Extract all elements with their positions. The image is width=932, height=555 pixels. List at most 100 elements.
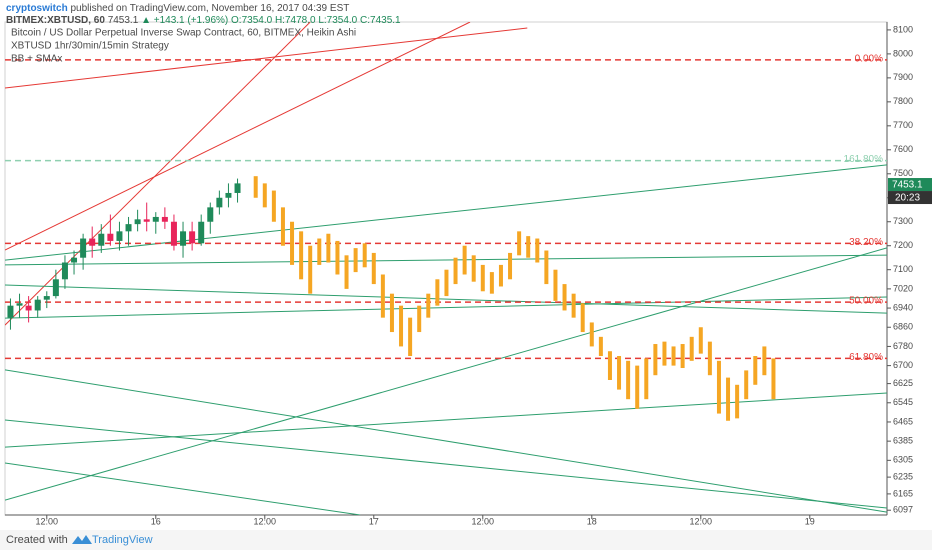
ha-bar [553,269,558,301]
ha-bar [526,236,531,258]
header-line: cryptoswitch published on TradingView.co… [6,3,349,14]
candle-body [16,303,23,306]
ha-bar [562,284,567,311]
x-tick-label: 12:00 [36,516,59,526]
ha-bar [344,255,349,289]
trend-line [5,419,887,509]
ha-bar [353,248,358,273]
candle-body [234,183,241,193]
candle-body [143,219,150,222]
ha-bar [771,358,776,400]
ha-bar [517,231,522,256]
fib-label: 161.80% [844,154,884,165]
y-tick-label: 6780 [893,341,913,351]
ha-bar [262,183,267,208]
y-tick-label: 7200 [893,240,913,250]
ha-bar [635,365,640,409]
fib-label: 0.00% [855,54,883,65]
symbol-line: BITMEX:XBTUSD, 60 7453.1 ▲ +143.1 (+1.96… [6,15,401,26]
ha-bar [698,327,703,354]
y-tick-label: 7100 [893,264,913,274]
candle-body [25,305,32,311]
candle-body [89,238,96,246]
ha-bar [462,245,467,275]
y-tick-label: 6097 [893,505,913,515]
ha-bar [671,346,676,366]
candle-body [71,257,78,263]
candle-body [61,262,68,280]
change: ▲ +143.1 (+1.96%) [141,15,228,26]
y-tick-label: 6700 [893,360,913,370]
candle-body [198,221,205,244]
legend-title: Bitcoin / US Dollar Perpetual Inverse Sw… [11,28,356,39]
ha-bar [653,344,658,376]
ha-bar [417,305,422,333]
last-price-box [888,178,932,192]
ha-bar [444,269,449,297]
brand-logo [72,535,92,544]
ha-bar [426,293,431,318]
ha-bar [280,207,285,246]
ha-bar [508,252,513,280]
ha-bar [480,264,485,292]
trend-line [5,369,887,513]
y-tick-label: 6625 [893,378,913,388]
ha-bar [753,356,758,385]
last-price-label: 7453.1 [892,180,923,191]
ha-bar [489,272,494,294]
candle-body [161,216,168,222]
ha-bar [762,346,767,376]
fib-label: 61.80% [849,352,883,363]
ha-bar [371,252,376,285]
candle-body [7,305,14,318]
y-tick-label: 7020 [893,283,913,293]
x-tick-label: 12:00 [254,516,277,526]
y-tick-label: 6940 [893,302,913,312]
y-tick-label: 7300 [893,216,913,226]
ha-bar [253,176,258,198]
y-tick-label: 7900 [893,72,913,82]
last: 7453.1 [108,15,139,26]
author: cryptoswitch [6,3,68,14]
fib-label: 38.20% [849,237,883,248]
legend-strategy: XBTUSD 1hr/30min/15min Strategy [11,41,169,52]
ohlc: O:7354.0 H:7478.0 L:7354.0 C:7435.1 [231,15,401,26]
ha-bar [453,257,458,285]
candle-body [116,231,123,241]
ha-bar [498,264,503,287]
ha-bar [317,238,322,265]
fib-label: 50.00% [849,296,883,307]
footer-brand[interactable]: TradingView [92,534,153,546]
legend-indicator: BB + SMAx [11,54,62,65]
candle-body [225,192,232,198]
trend-line [5,392,887,448]
ha-bar [689,336,694,361]
countdown-box [888,191,932,205]
ha-bar [707,341,712,376]
published: published on TradingView.com, November 1… [70,3,349,14]
ha-bar [716,360,721,414]
y-tick-label: 6545 [893,397,913,407]
candle-body [43,296,50,300]
ha-bar [580,303,585,333]
ha-bar [544,250,549,285]
x-tick-label: 19 [805,516,815,526]
candle-body [34,299,41,311]
trend-line [5,254,887,266]
ha-bar [308,245,313,294]
ha-bar [362,243,367,268]
candle-body [125,224,132,232]
trend-line [5,22,471,251]
x-tick-label: 12:00 [690,516,713,526]
candle-body [134,219,141,225]
ha-bar [626,360,631,400]
trend-line [5,296,887,319]
ha-bar [335,240,340,275]
candle-body [107,233,114,241]
y-tick-label: 6860 [893,322,913,332]
y-tick-label: 6465 [893,416,913,426]
ha-bar [617,356,622,390]
candle-body [207,207,214,222]
